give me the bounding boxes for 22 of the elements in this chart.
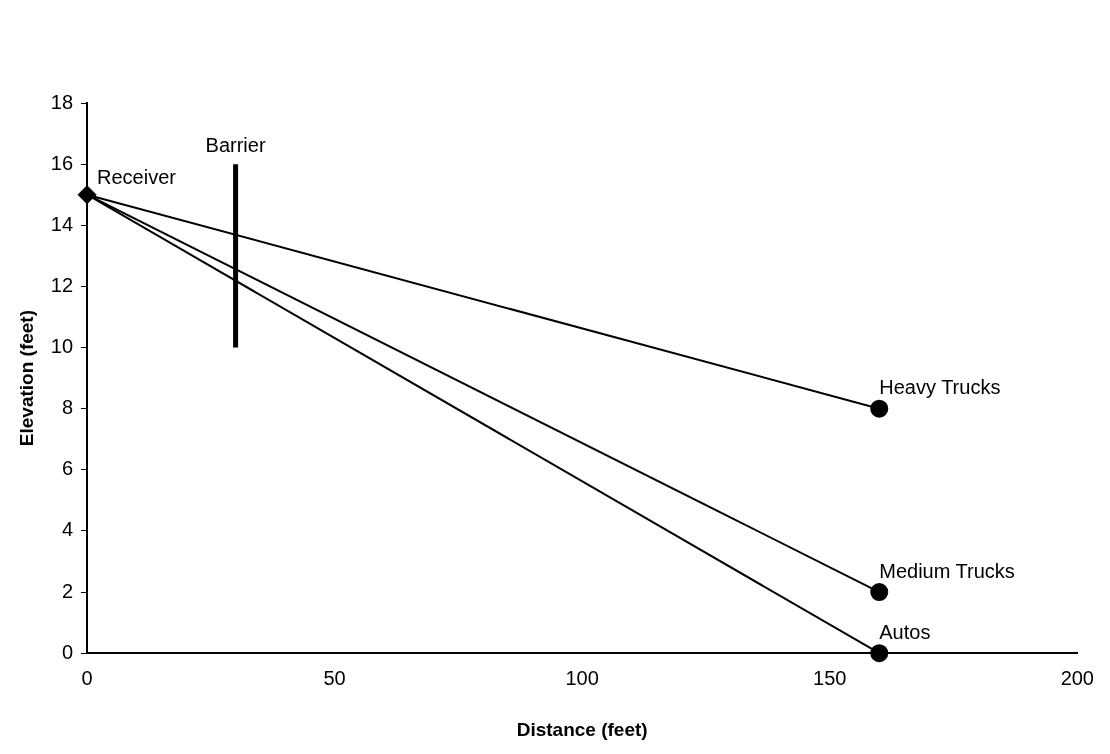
series-label: Receiver — [97, 166, 177, 189]
y-tick-label: 16 — [50, 151, 74, 174]
y-tick-label: 2 — [61, 579, 74, 602]
y-tick-label: 8 — [61, 396, 74, 419]
series-label: Medium Trucks — [879, 559, 1015, 582]
y-tick-label: 4 — [61, 518, 74, 541]
x-tick-label: 100 — [565, 666, 599, 689]
y-tick-label: 0 — [61, 640, 74, 663]
x-tick-label: 150 — [813, 666, 847, 689]
x-tick-label: 0 — [81, 666, 93, 689]
y-tick-label: 14 — [50, 212, 74, 235]
y-tick-label: 10 — [50, 335, 74, 358]
x-tick-label: 50 — [323, 666, 346, 689]
series-label: Barrier — [205, 133, 266, 156]
y-axis-title: Elevation (feet) — [15, 310, 37, 447]
series-label: Heavy Trucks — [879, 376, 1001, 399]
y-tick-label: 12 — [50, 273, 74, 296]
y-tick-label: 18 — [50, 90, 74, 113]
x-tick-label: 200 — [1060, 666, 1094, 689]
series-label: Autos — [879, 620, 931, 643]
x-axis-title: Distance (feet) — [516, 718, 648, 740]
y-tick-label: 6 — [61, 457, 74, 480]
